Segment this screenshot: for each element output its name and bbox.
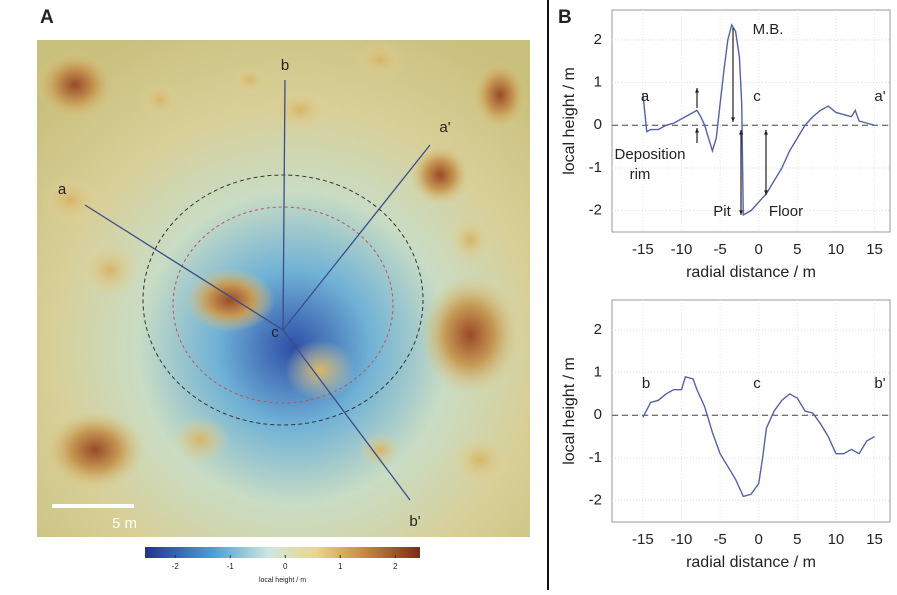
map-label: a [58, 181, 67, 198]
terrain-bump [270, 88, 330, 132]
terrain-bump [450, 435, 510, 485]
y-tick-label: 1 [594, 364, 602, 381]
x-tick-label: 15 [866, 531, 883, 548]
x-tick-label: -5 [713, 531, 726, 548]
y-tick-label: -1 [589, 159, 602, 176]
colorbar-label: local height / m [259, 577, 306, 584]
map-label: c [271, 324, 279, 341]
y-tick-label: 2 [594, 31, 602, 48]
panel-label: B [558, 7, 572, 28]
x-axis-label: radial distance / m [686, 264, 816, 281]
colorbar-tick-label: 2 [393, 562, 398, 571]
y-tick-label: 1 [594, 74, 602, 91]
annotation: Pit [713, 203, 731, 220]
y-tick-label: 0 [594, 116, 602, 133]
terrain-bump [472, 60, 528, 130]
terrain-bump [232, 65, 268, 95]
x-tick-label: -10 [671, 531, 693, 548]
x-tick-label: -15 [632, 241, 654, 258]
annotation: b [642, 375, 650, 392]
x-axis-label: radial distance / m [686, 554, 816, 571]
annotation: Floor [769, 203, 803, 220]
terrain-bump [140, 82, 180, 118]
annotation: Deposition [615, 146, 686, 163]
annotation: c [753, 88, 761, 105]
annotation: b' [874, 375, 885, 392]
x-tick-label: -10 [671, 241, 693, 258]
colorbar [145, 547, 420, 558]
y-tick-label: -2 [589, 492, 602, 509]
annotation: rim [630, 166, 651, 183]
panel-label: A [40, 7, 54, 28]
colorbar-tick-label: -1 [227, 562, 235, 571]
x-tick-label: -15 [632, 531, 654, 548]
y-tick-label: -2 [589, 202, 602, 219]
annotation: a' [874, 88, 885, 105]
x-tick-label: 15 [866, 241, 883, 258]
terrain-bump [420, 275, 520, 395]
terrain-bump [170, 415, 230, 465]
y-tick-label: 2 [594, 321, 602, 338]
map-label: a' [439, 119, 450, 136]
colorbar-tick-label: -2 [172, 562, 180, 571]
map-label: b [281, 57, 289, 74]
x-tick-label: 0 [755, 531, 763, 548]
annotation: M.B. [753, 21, 784, 38]
plot-area [612, 10, 890, 232]
x-tick-label: 10 [828, 531, 845, 548]
y-axis-label: local height / m [561, 67, 578, 175]
x-tick-label: 0 [755, 241, 763, 258]
colorbar-tick-label: 1 [338, 562, 343, 571]
plot-area [612, 300, 890, 522]
x-tick-label: 5 [793, 241, 801, 258]
colorbar-tick-label: 0 [283, 562, 288, 571]
terrain-bump [448, 215, 492, 265]
x-tick-label: 5 [793, 531, 801, 548]
terrain-bump [45, 410, 145, 490]
terrain-bump [410, 145, 470, 205]
annotation: a [641, 88, 650, 105]
y-tick-label: -1 [589, 449, 602, 466]
scale-label: 5 m [112, 515, 137, 532]
terrain-bump [355, 40, 405, 80]
terrain-bump [185, 268, 275, 332]
x-tick-label: 10 [828, 241, 845, 258]
x-tick-label: -5 [713, 241, 726, 258]
annotation: c [753, 375, 761, 392]
terrain-bump [35, 50, 115, 120]
terrain-bump [358, 432, 402, 468]
terrain-bump [40, 175, 100, 225]
terrain-bump [285, 340, 355, 400]
y-axis-label: local height / m [561, 357, 578, 465]
map-label: b' [409, 513, 420, 530]
y-tick-label: 0 [594, 406, 602, 423]
figure: A B aba'cb'5 m-2-1012local height / m-2-… [0, 0, 897, 590]
terrain-bump [80, 242, 140, 298]
